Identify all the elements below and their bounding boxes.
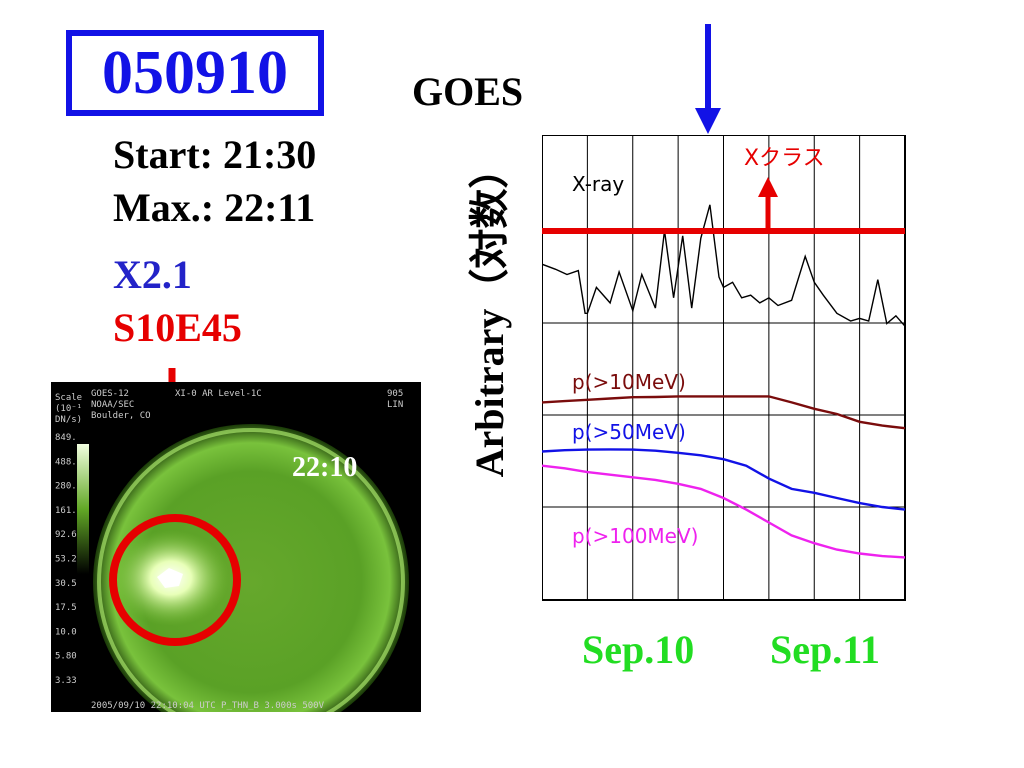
series-label-p100: p(>100MeV) [572, 524, 698, 548]
scale-header-1: (10⁻¹ [55, 404, 82, 414]
scale-value: 5.80 [55, 652, 77, 662]
scale-header-0: Scale [55, 393, 82, 403]
goes-flux-chart: Xクラス X-ray p(>10MeV) p(>50MeV) p(>100MeV) [542, 135, 906, 601]
scale-value: 488. [55, 457, 77, 467]
x-class-arrow-head [758, 177, 778, 197]
event-marker-arrow [695, 24, 721, 134]
series-line-p-50mev- [542, 448, 906, 511]
scale-value: 10.0 [55, 627, 77, 637]
header-mid: XI-0 AR Level-1C [175, 389, 262, 399]
scale-value: 3.33 [55, 676, 77, 686]
series-line-p-100mev- [542, 464, 906, 559]
image-time-label: 22:10 [292, 452, 357, 483]
series-label-p10: p(>10MeV) [572, 370, 686, 394]
series-label-xray: X-ray [572, 172, 624, 196]
series-line-p-10mev- [542, 395, 906, 430]
start-time: Start: 21:30 [113, 132, 317, 177]
image-footer: 2005/09/10 22:10:04 UTC P_THN_B 3.000s 5… [91, 701, 325, 711]
scale-value: 161. [55, 506, 77, 516]
x-label-sep10: Sep.10 [582, 627, 695, 672]
y-axis-label: Arbitrary（対数） [466, 149, 512, 478]
scale-header-2: DN/s) [55, 415, 82, 425]
chart-title: GOES [412, 69, 524, 114]
y-axis-label-text: Arbitrary（対数） [467, 148, 512, 478]
intensity-scale-bar [77, 444, 89, 574]
x-label-sep11: Sep.11 [770, 627, 881, 672]
scale-value: 30.5 [55, 579, 77, 589]
header-left-2: Boulder, CO [91, 411, 151, 421]
series-label-p50: p(>50MeV) [572, 420, 686, 444]
scale-value: 849. [55, 433, 77, 443]
event-id-box: 050910 [66, 30, 324, 116]
flare-location: S10E45 [113, 305, 242, 350]
scale-value: 53.2 [55, 555, 77, 565]
scale-value: 92.6 [55, 530, 77, 540]
flare-highlight-circle [109, 514, 241, 646]
header-left-1: NOAA/SEC [91, 400, 134, 410]
max-time: Max.: 22:11 [113, 185, 316, 230]
header-right-0: 905 [387, 389, 403, 399]
goes-sxi-image: Scale (10⁻¹ DN/s) GOES-12 NOAA/SEC Bould… [51, 382, 421, 712]
series-line-x-ray [542, 204, 906, 327]
header-left-0: GOES-12 [91, 389, 129, 399]
flare-class: X2.1 [113, 252, 192, 297]
x-class-annotation: Xクラス [744, 146, 825, 171]
header-right-1: LIN [387, 400, 403, 410]
scale-value: 17.5 [55, 603, 77, 613]
scale-value: 280. [55, 482, 77, 492]
event-id: 050910 [102, 39, 288, 107]
